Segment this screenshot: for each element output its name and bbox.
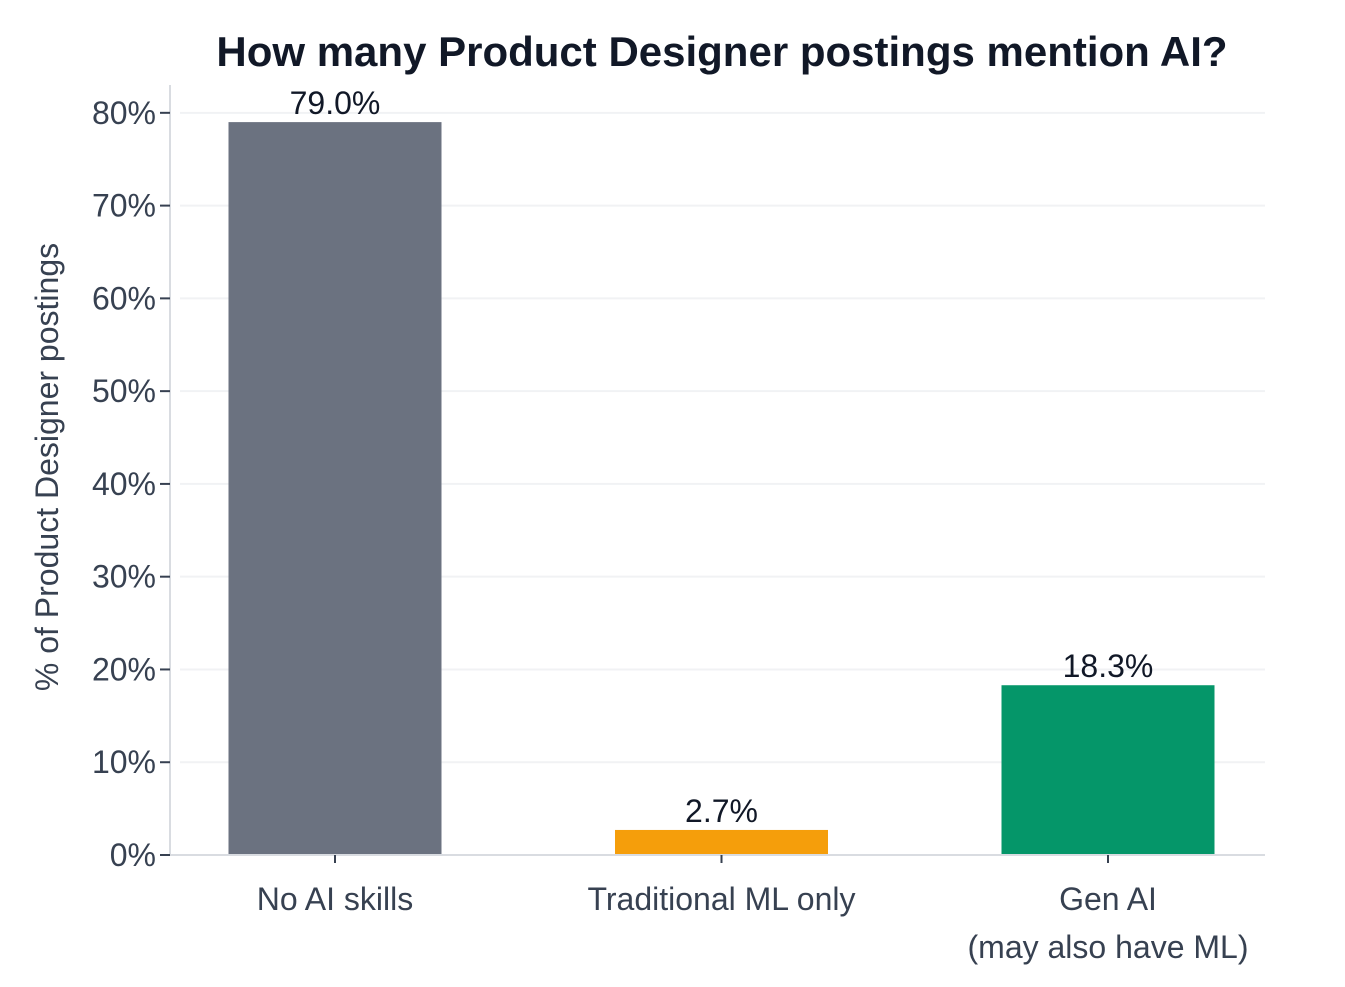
x-tick-label: Gen AI bbox=[1059, 881, 1157, 917]
x-tick-label: (may also have ML) bbox=[968, 929, 1249, 965]
chart-title: How many Product Designer postings menti… bbox=[216, 28, 1227, 75]
data-labels: 79.0% 2.7% 18.3% bbox=[290, 85, 1154, 829]
y-axis-ticks: 0% 10% 20% 30% 40% 50% 60% 70% 80% bbox=[92, 95, 170, 873]
x-tick-label: No AI skills bbox=[257, 881, 413, 917]
bars bbox=[228, 122, 1215, 855]
data-label: 18.3% bbox=[1063, 648, 1154, 684]
y-tick-label: 70% bbox=[92, 188, 156, 224]
bar bbox=[615, 829, 828, 855]
bar bbox=[228, 122, 442, 855]
y-tick-label: 60% bbox=[92, 280, 156, 316]
y-tick-label: 50% bbox=[92, 373, 156, 409]
y-tick-label: 10% bbox=[92, 744, 156, 780]
x-tick-label: Traditional ML only bbox=[588, 881, 856, 917]
y-tick-label: 0% bbox=[110, 837, 156, 873]
data-label: 79.0% bbox=[290, 85, 381, 121]
data-label: 2.7% bbox=[685, 793, 758, 829]
y-tick-label: 30% bbox=[92, 559, 156, 595]
y-tick-label: 20% bbox=[92, 651, 156, 687]
y-tick-label: 40% bbox=[92, 466, 156, 502]
bar bbox=[1001, 685, 1215, 855]
x-axis-ticks: No AI skills Traditional ML only Gen AI (ma… bbox=[257, 855, 1249, 965]
y-tick-label: 80% bbox=[92, 95, 156, 131]
y-axis-label: % of Product Designer postings bbox=[29, 243, 65, 691]
